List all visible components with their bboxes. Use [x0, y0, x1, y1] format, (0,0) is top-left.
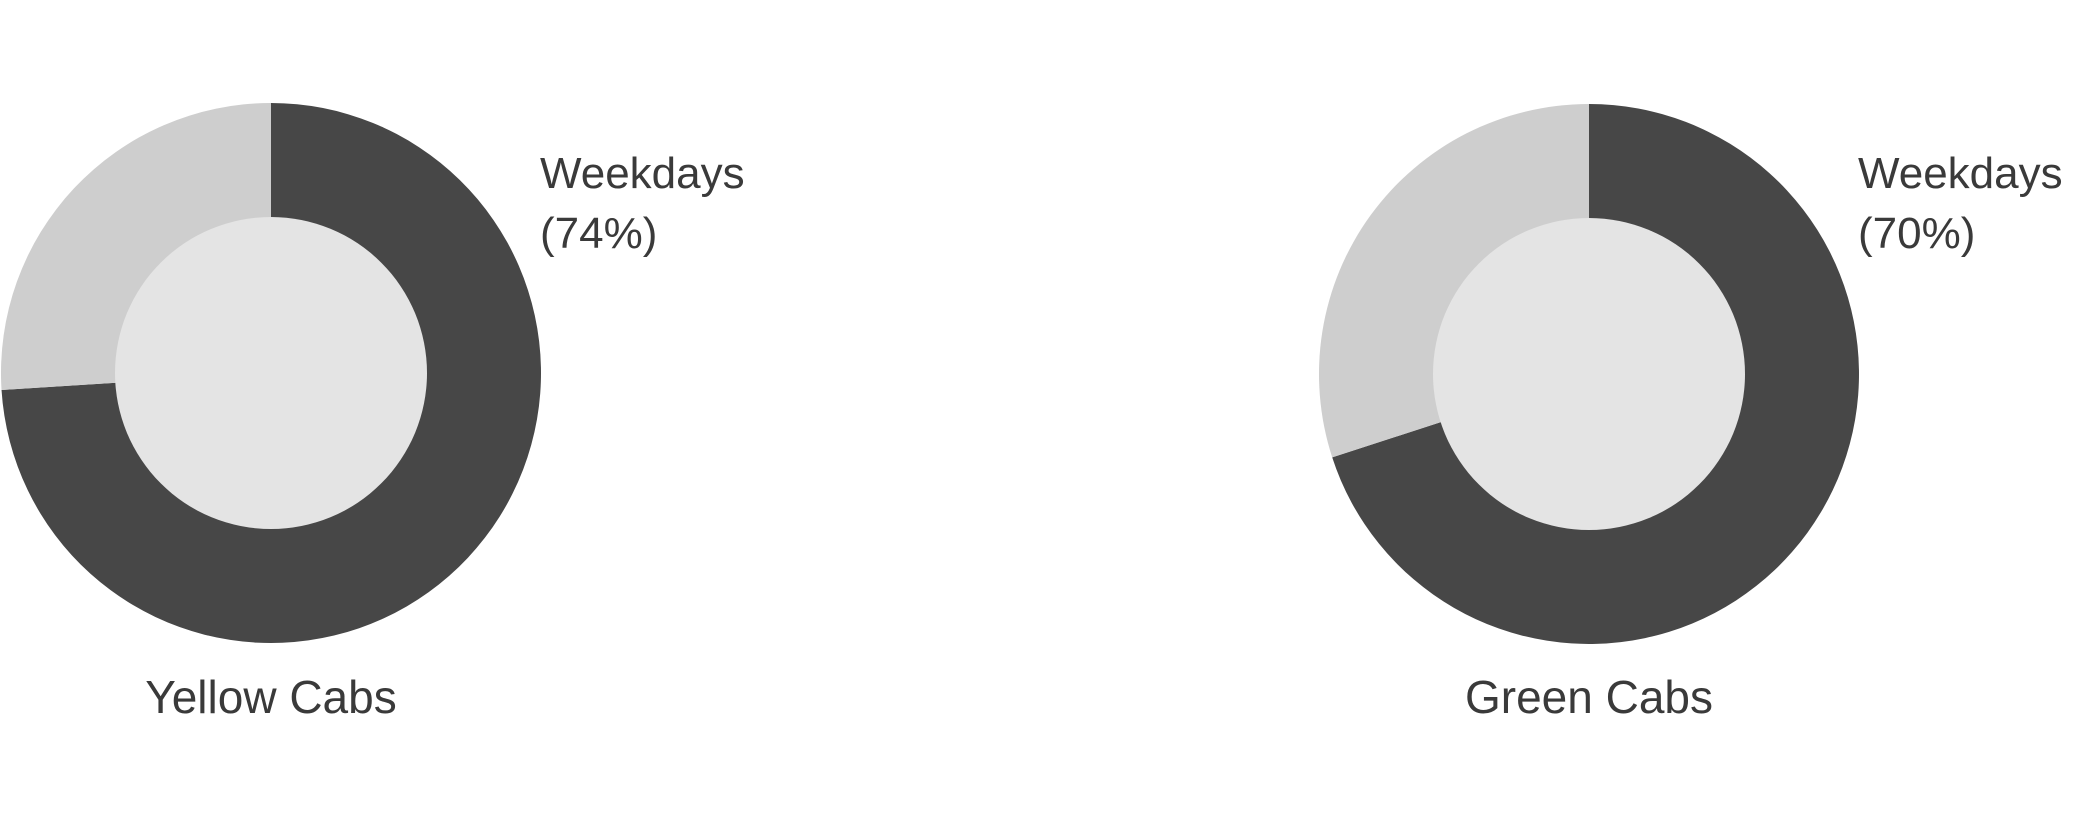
- yellow-cabs-donut: Weekdays (74%) Yellow Cabs: [0, 103, 745, 723]
- weekdays-label: Weekdays: [540, 149, 745, 198]
- weekdays-percent-label: (74%): [540, 209, 657, 258]
- chart-caption: Green Cabs: [1465, 671, 1713, 723]
- donut-hole: [115, 217, 427, 529]
- weekdays-percent-label: (70%): [1858, 209, 1975, 258]
- weekdays-label: Weekdays: [1858, 149, 2063, 198]
- chart-caption: Yellow Cabs: [145, 671, 396, 723]
- donut-hole: [1433, 218, 1745, 530]
- green-cabs-donut: Weekdays (70%) Green Cabs: [1318, 104, 2063, 723]
